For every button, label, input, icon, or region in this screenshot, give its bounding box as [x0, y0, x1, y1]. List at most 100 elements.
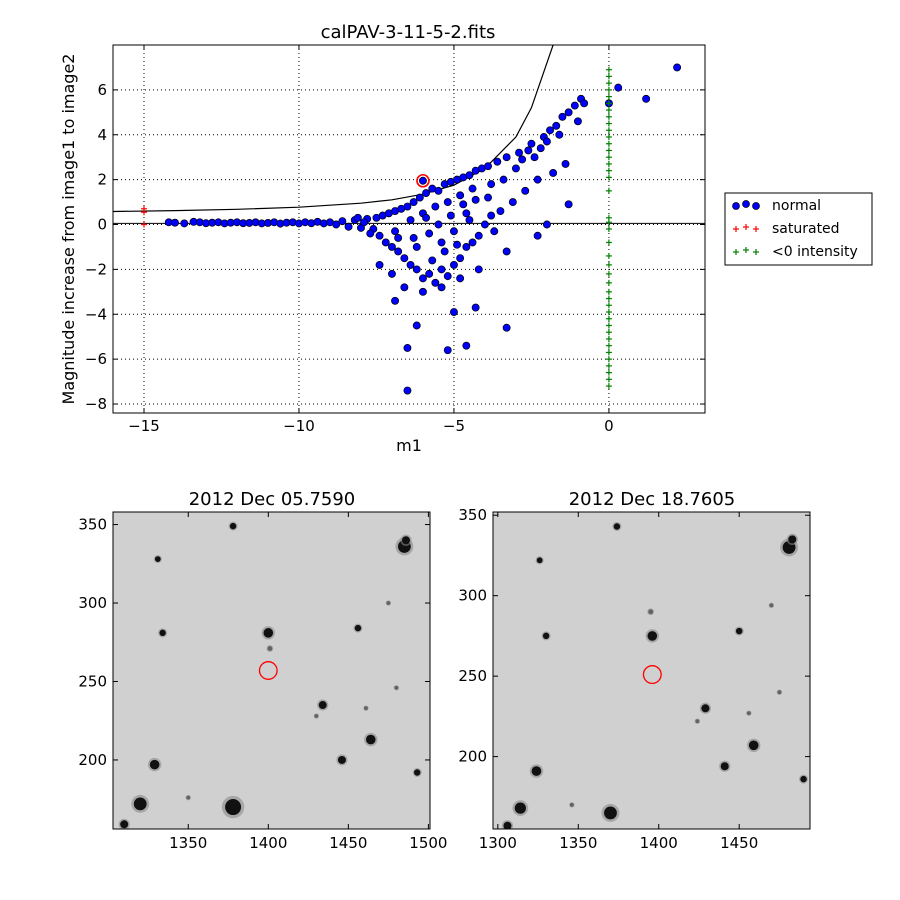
data-point-normal: [493, 157, 502, 166]
data-point-normal: [490, 227, 499, 236]
image-right-stars: [501, 521, 809, 829]
data-point-normal: [570, 101, 579, 110]
data-point-normal: [549, 168, 558, 177]
star: [225, 799, 242, 816]
image-left-background: [113, 512, 430, 829]
data-point-normal: [171, 218, 179, 227]
data-point-normal: [552, 121, 561, 130]
star-halo: [363, 705, 369, 711]
data-point-normal: [394, 234, 403, 242]
data-point-normal: [673, 63, 682, 72]
data-point-negative-intensity: [605, 270, 612, 277]
legend-marker: [752, 202, 760, 210]
star: [133, 797, 147, 811]
data-point-negative-intensity: [605, 93, 612, 100]
data-point-normal: [403, 386, 412, 395]
data-point-normal: [468, 238, 477, 247]
data-point-normal: [400, 254, 409, 263]
data-point-normal: [468, 184, 477, 193]
data-point-normal: [465, 171, 474, 180]
star: [536, 557, 543, 564]
data-point-negative-intensity: [605, 383, 612, 390]
target-marker-circle: [258, 661, 278, 680]
data-point-saturated: [140, 221, 147, 228]
data-point-normal: [440, 247, 449, 256]
data-point-negative-intensity: [605, 335, 612, 342]
data-point-negative-intensity: [605, 154, 612, 161]
data-point-normal: [394, 247, 403, 256]
data-point-normal: [449, 227, 458, 236]
star: [229, 522, 237, 530]
data-point-normal: [375, 231, 384, 240]
data-point-normal: [511, 164, 520, 173]
data-point-negative-intensity: [605, 322, 612, 329]
data-point-normal: [406, 216, 415, 224]
data-point-normal: [344, 222, 353, 231]
data-point-normal: [443, 198, 452, 207]
data-point-normal: [434, 186, 443, 195]
data-point-negative-intensity: [605, 66, 612, 73]
data-point-normal: [403, 343, 412, 352]
data-point-normal: [564, 200, 573, 209]
legend-marker: [753, 226, 759, 232]
legend-marker: [743, 224, 749, 230]
image-right-background: [493, 512, 810, 829]
star-halo: [694, 718, 701, 724]
star-halo: [313, 713, 320, 719]
y-tick-label: 200: [78, 751, 107, 769]
legend-marker: [742, 200, 750, 208]
data-point-normal: [502, 323, 511, 332]
data-point-negative-intensity: [605, 239, 612, 246]
data-point-normal: [484, 162, 492, 171]
data-point-normal: [527, 139, 536, 148]
data-point-negative-intensity: [605, 134, 612, 140]
image-left-title: 2012 Dec 05.7590: [189, 489, 356, 510]
data-point-normal: [449, 308, 458, 316]
data-point-normal: [499, 175, 508, 184]
star: [337, 755, 346, 764]
data-point-normal: [502, 153, 511, 162]
data-point-normal: [453, 240, 461, 249]
data-point-normal: [508, 198, 517, 207]
data-point-normal: [487, 211, 496, 220]
data-point-normal: [471, 195, 480, 204]
data-point-normal: [573, 117, 582, 126]
y-tick-label: 6: [97, 81, 107, 99]
data-point-normal: [487, 180, 496, 189]
data-point-negative-intensity: [605, 120, 612, 127]
star: [401, 536, 410, 545]
legend-label-negative-intensity: <0 intensity: [772, 244, 858, 260]
scatter-x-axis-label: m1: [396, 436, 422, 455]
star: [613, 523, 621, 530]
data-point-saturated: [140, 205, 147, 212]
star-halo: [266, 645, 274, 652]
scatter-ticks: −15 −10 −5 0 −8 −6 −4 −2 0 2 4 6: [85, 45, 705, 435]
data-point-negative-intensity: [605, 80, 612, 87]
star: [604, 806, 617, 820]
data-point-normal: [431, 202, 440, 211]
data-point-normal: [518, 155, 527, 164]
data-point-normal: [388, 269, 396, 278]
data-point-negative-intensity: [605, 279, 612, 286]
data-point-normal: [406, 260, 415, 269]
data-point-normal: [542, 220, 551, 229]
x-tick-label: 1350: [169, 834, 207, 852]
data-point-normal: [456, 191, 465, 200]
data-point-normal: [474, 231, 483, 240]
y-tick-label: 200: [458, 748, 487, 766]
star-halo: [185, 794, 191, 801]
star: [769, 603, 774, 608]
data-point-normal: [462, 341, 471, 350]
star: [701, 704, 710, 713]
y-tick-label: −6: [85, 350, 107, 368]
data-point-negative-intensity: [605, 376, 612, 383]
data-point-normal: [415, 193, 424, 202]
x-tick-label: 1400: [249, 834, 287, 852]
star: [365, 734, 376, 745]
data-point-normal: [353, 213, 362, 222]
data-point-normal: [462, 243, 471, 251]
data-point-negative-intensity: [605, 288, 612, 295]
data-point-normal: [412, 243, 421, 251]
star: [788, 535, 797, 544]
y-tick-label: −2: [85, 260, 107, 278]
